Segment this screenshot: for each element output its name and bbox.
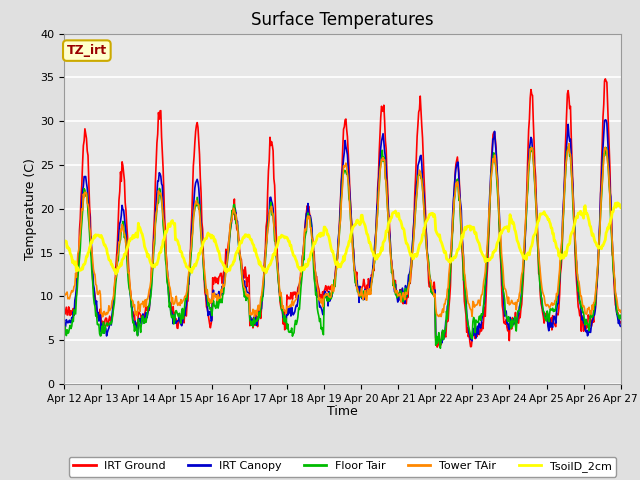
TsoilD_2cm xyxy=(185,266,193,272)
IRT Ground xyxy=(214,276,221,281)
Tower TAir xyxy=(617,310,625,315)
Tower TAir xyxy=(184,278,192,284)
Tower TAir xyxy=(428,278,435,284)
IRT Canopy xyxy=(426,276,434,281)
Floor Tair xyxy=(565,143,573,149)
Line: TsoilD_2cm: TsoilD_2cm xyxy=(64,203,621,274)
IRT Ground xyxy=(433,344,441,350)
TsoilD_2cm xyxy=(214,248,222,254)
IRT Ground xyxy=(127,299,135,305)
Line: IRT Ground: IRT Ground xyxy=(64,79,621,347)
Floor Tair xyxy=(436,346,444,351)
Floor Tair xyxy=(70,307,78,312)
Floor Tair xyxy=(426,277,434,283)
IRT Ground xyxy=(426,277,434,283)
Floor Tair xyxy=(617,316,625,322)
IRT Ground xyxy=(184,298,192,304)
Y-axis label: Temperature (C): Temperature (C) xyxy=(24,158,37,260)
IRT Ground xyxy=(60,309,68,314)
TsoilD_2cm xyxy=(70,261,78,266)
Tower TAir xyxy=(70,284,78,289)
IRT Canopy xyxy=(70,312,78,318)
TsoilD_2cm xyxy=(60,238,68,243)
IRT Canopy xyxy=(184,280,192,286)
Tower TAir xyxy=(60,295,68,301)
TsoilD_2cm xyxy=(112,271,120,277)
TsoilD_2cm xyxy=(428,211,435,217)
IRT Canopy xyxy=(214,295,221,300)
Line: Floor Tair: Floor Tair xyxy=(64,146,621,348)
Tower TAir xyxy=(565,141,573,146)
IRT Ground xyxy=(70,312,78,318)
Title: Surface Temperatures: Surface Temperatures xyxy=(251,11,434,29)
TsoilD_2cm xyxy=(614,200,621,206)
Line: Tower TAir: Tower TAir xyxy=(64,144,621,317)
IRT Canopy xyxy=(60,317,68,323)
Tower TAir xyxy=(411,217,419,223)
X-axis label: Time: Time xyxy=(327,405,358,418)
TsoilD_2cm xyxy=(411,253,419,259)
IRT Canopy xyxy=(438,340,445,346)
Floor Tair xyxy=(60,324,68,330)
IRT Canopy xyxy=(410,219,418,225)
IRT Ground xyxy=(602,76,609,82)
TsoilD_2cm xyxy=(128,236,136,242)
Text: TZ_irt: TZ_irt xyxy=(67,44,107,57)
Floor Tair xyxy=(184,287,192,292)
IRT Canopy xyxy=(617,324,625,329)
TsoilD_2cm xyxy=(617,205,625,211)
Legend: IRT Ground, IRT Canopy, Floor Tair, Tower TAir, TsoilD_2cm: IRT Ground, IRT Canopy, Floor Tair, Towe… xyxy=(69,457,616,477)
Floor Tair xyxy=(410,230,418,236)
Line: IRT Canopy: IRT Canopy xyxy=(64,120,621,343)
Tower TAir xyxy=(214,298,221,303)
Floor Tair xyxy=(127,301,135,307)
Floor Tair xyxy=(214,295,221,300)
Tower TAir xyxy=(251,314,259,320)
Tower TAir xyxy=(127,296,135,302)
IRT Canopy xyxy=(127,304,135,310)
IRT Ground xyxy=(410,216,418,222)
IRT Ground xyxy=(617,320,625,325)
IRT Canopy xyxy=(602,117,609,123)
